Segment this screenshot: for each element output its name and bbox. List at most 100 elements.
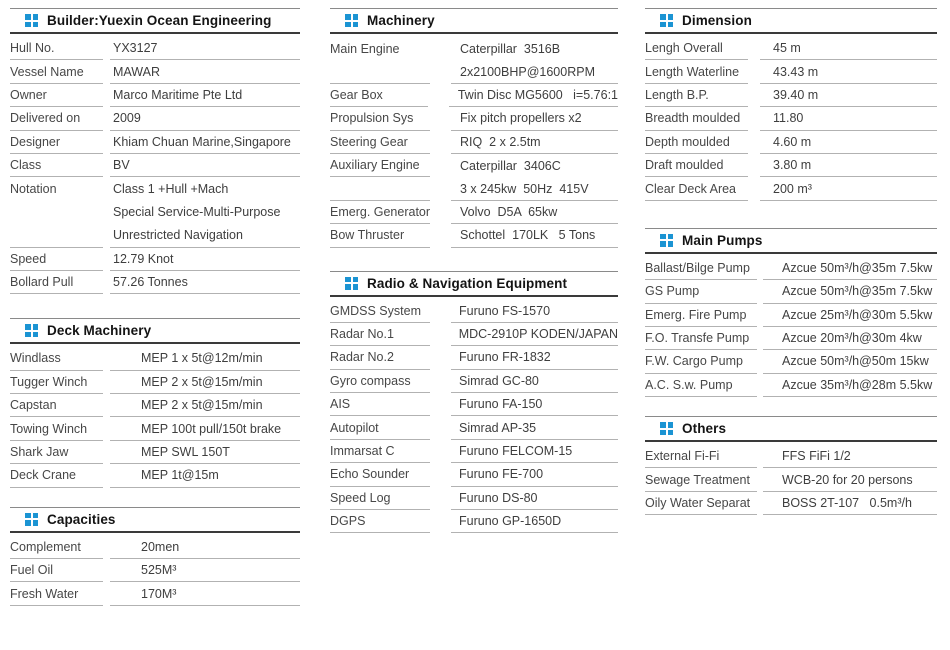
table-row: Depth moulded 4.60 m xyxy=(645,131,937,154)
table-row: Draft moulded 3.80 m xyxy=(645,154,937,178)
row-value: Caterpillar 3516B xyxy=(460,41,561,56)
column-gap xyxy=(430,201,451,224)
section-title-machinery: Machinery xyxy=(367,13,435,28)
row-value: 39.40 m xyxy=(760,84,937,108)
section-rows-others: External Fi-Fi FFS FiFi 1/2 Sewage Treatme… xyxy=(645,442,937,516)
row-label: Vessel Name xyxy=(10,60,103,84)
row-value: Azcue 50m³/h@35m 7.5kw xyxy=(763,257,937,281)
row-label: Owner xyxy=(10,84,103,108)
row-value: Khiam Chuan Marine,Singapore xyxy=(110,131,300,154)
grid-squares-icon xyxy=(660,422,673,436)
row-value: Volvo D5A 65kw xyxy=(451,201,618,225)
row-value: BV xyxy=(110,154,300,178)
table-row: A.C. S.w. Pump Azcue 35m³/h@28m 5.5kw xyxy=(645,374,937,398)
row-label: Complement xyxy=(10,536,103,560)
row-label: Steering Gear xyxy=(330,131,430,154)
row-value: Caterpillar 3406C xyxy=(460,158,561,173)
table-row: GS Pump Azcue 50m³/h@35m 7.5kw xyxy=(645,280,937,304)
section-others: Others External Fi-Fi FFS FiFi 1/2 Sewage … xyxy=(645,416,937,516)
row-value: Class 1 +Hull +Mach xyxy=(113,182,229,197)
column-gap xyxy=(430,177,451,200)
column-gap xyxy=(748,60,760,83)
table-row: Autopilot Simrad AP-35 xyxy=(330,416,618,440)
row-label: Fuel Oil xyxy=(10,559,103,583)
table-row: F.O. Transfe Pump Azcue 20m³/h@30m 4kw xyxy=(645,327,937,351)
section-header-dimension: Dimension xyxy=(645,8,937,34)
column-gap xyxy=(430,60,451,83)
table-row: Fuel Oil 525M³ xyxy=(10,559,300,583)
column-gap xyxy=(103,464,110,487)
column-gap xyxy=(103,84,110,107)
row-label: Class xyxy=(10,154,103,178)
row-value: MEP SWL 150T xyxy=(110,441,300,465)
column-gap xyxy=(103,271,110,294)
row-value: Simrad AP-35 xyxy=(451,416,618,440)
column-gap xyxy=(430,440,451,463)
table-row: Capstan MEP 2 x 5t@15m/min xyxy=(10,394,300,418)
row-value: MEP 1 x 5t@12m/min xyxy=(110,347,300,371)
row-value: 2009 xyxy=(110,107,300,131)
row-value: Furuno FA-150 xyxy=(451,393,618,417)
row-label: Breadth moulded xyxy=(645,107,748,131)
table-row: Main Engine Caterpillar 3516B xyxy=(330,37,618,60)
row-label: Draft moulded xyxy=(645,154,748,178)
table-row: Owner Marco Maritime Pte Ltd xyxy=(10,84,300,108)
column-gap xyxy=(430,370,451,393)
row-label: Bow Thruster xyxy=(330,224,430,248)
row-value: 4.60 m xyxy=(760,131,937,154)
grid-squares-icon xyxy=(660,14,673,27)
row-label: Emerg. Generator xyxy=(330,201,430,225)
column-gap xyxy=(430,37,451,60)
row-value: 57.26 Tonnes xyxy=(110,271,300,295)
row-label: Clear Deck Area xyxy=(645,177,748,201)
column-gap xyxy=(103,131,110,154)
table-row: Bow Thruster Schottel 170LK 5 Tons xyxy=(330,224,618,248)
row-label: Gear Box xyxy=(330,84,428,108)
row-label: Towing Winch xyxy=(10,417,103,441)
grid-squares-icon xyxy=(345,276,358,290)
table-row: Emerg. Generator Volvo D5A 65kw xyxy=(330,201,618,225)
column-gap xyxy=(748,107,760,130)
section-main-pumps: Main Pumps Ballast/Bilge Pump Azcue 50m³/… xyxy=(645,227,937,398)
table-row: External Fi-Fi FFS FiFi 1/2 xyxy=(645,445,937,469)
table-row: Tugger Winch MEP 2 x 5t@15m/min xyxy=(10,371,300,395)
column-gap xyxy=(430,463,451,486)
column-gap xyxy=(103,201,110,224)
row-value: 3.80 m xyxy=(760,154,937,178)
row-value: Twin Disc MG5600 i=5.76:1 xyxy=(448,84,618,108)
grid-squares-icon xyxy=(25,324,38,338)
row-label: Notation xyxy=(10,182,57,197)
column-gap xyxy=(103,224,110,247)
section-title-radio-navigation: Radio & Navigation Equipment xyxy=(367,275,568,291)
table-row: Radar No.2 Furuno FR-1832 xyxy=(330,346,618,370)
column-gap xyxy=(103,37,110,60)
column-middle: Machinery Main Engine Caterpillar 3516B 2x… xyxy=(330,8,618,534)
row-label: Capstan xyxy=(10,394,103,418)
row-label: Bollard Pull xyxy=(10,271,103,295)
row-label: AIS xyxy=(330,393,430,417)
row-value: Unrestricted Navigation xyxy=(110,224,300,248)
table-row: Clear Deck Area 200 m³ xyxy=(645,177,937,201)
row-value: Simrad GC-80 xyxy=(451,370,618,394)
row-label: Delivered on xyxy=(10,107,103,131)
spec-sheet-page: Builder:Yuexin Ocean Engineering Hull No… xyxy=(10,8,937,606)
section-rows-machinery: Main Engine Caterpillar 3516B 2x2100BHP@16… xyxy=(330,34,618,248)
section-capacities: Capacities Complement 20men Fuel Oil 525M³ F… xyxy=(10,506,300,606)
row-label xyxy=(330,60,430,84)
table-row: Delivered on 2009 xyxy=(10,107,300,131)
row-label xyxy=(330,177,430,201)
row-value: 11.80 xyxy=(760,107,937,131)
row-label: Oily Water Separat xyxy=(645,492,757,516)
row-label xyxy=(10,224,103,248)
column-gap xyxy=(748,154,760,177)
row-value: MEP 100t pull/150t brake xyxy=(110,417,300,441)
row-value: 45 m xyxy=(760,37,937,61)
row-value: Azcue 35m³/h@28m 5.5kw xyxy=(763,374,937,398)
table-row: Bollard Pull 57.26 Tonnes xyxy=(10,271,300,295)
row-value: WCB-20 for 20 persons xyxy=(763,468,937,492)
section-header-builder: Builder:Yuexin Ocean Engineering xyxy=(10,8,300,34)
section-dimension: Dimension Lengh Overall 45 m Length Waterl… xyxy=(645,8,937,201)
section-machinery: Machinery Main Engine Caterpillar 3516B 2x… xyxy=(330,8,618,248)
column-gap xyxy=(748,37,760,60)
table-row: Echo Sounder Furuno FE-700 xyxy=(330,463,618,487)
